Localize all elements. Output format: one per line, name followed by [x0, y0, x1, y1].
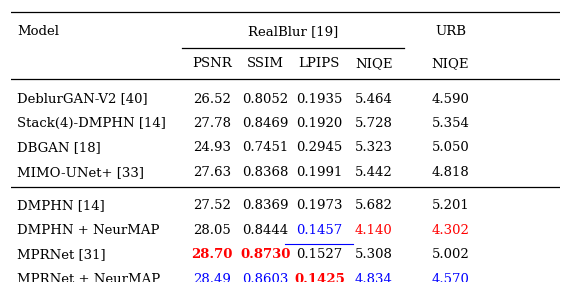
- Text: 4.140: 4.140: [355, 224, 393, 237]
- Text: DeblurGAN-V2 [40]: DeblurGAN-V2 [40]: [17, 92, 147, 105]
- Text: 0.7451: 0.7451: [242, 141, 289, 154]
- Text: LPIPS: LPIPS: [299, 57, 340, 70]
- Text: 0.1425: 0.1425: [294, 273, 345, 282]
- Text: 5.682: 5.682: [355, 199, 393, 212]
- Text: 4.818: 4.818: [432, 166, 469, 179]
- Text: 27.52: 27.52: [193, 199, 231, 212]
- Text: 0.8444: 0.8444: [242, 224, 289, 237]
- Text: 5.201: 5.201: [432, 199, 469, 212]
- Text: DMPHN + NeurMAP: DMPHN + NeurMAP: [17, 224, 159, 237]
- Text: URB: URB: [435, 25, 466, 38]
- Text: NIQE: NIQE: [355, 57, 392, 70]
- Text: 0.1973: 0.1973: [296, 199, 342, 212]
- Text: DMPHN [14]: DMPHN [14]: [17, 199, 105, 212]
- Text: NIQE: NIQE: [432, 57, 469, 70]
- Text: 28.05: 28.05: [193, 224, 230, 237]
- Text: 0.8469: 0.8469: [242, 117, 289, 130]
- Text: 0.8368: 0.8368: [242, 166, 289, 179]
- Text: 5.442: 5.442: [355, 166, 393, 179]
- Text: RealBlur [19]: RealBlur [19]: [247, 25, 338, 38]
- Text: Stack(4)-DMPHN [14]: Stack(4)-DMPHN [14]: [17, 117, 166, 130]
- Text: Model: Model: [17, 25, 59, 38]
- Text: 27.63: 27.63: [192, 166, 231, 179]
- Text: 5.464: 5.464: [355, 92, 393, 105]
- Text: 4.834: 4.834: [355, 273, 393, 282]
- Text: 27.78: 27.78: [192, 117, 231, 130]
- Text: 5.050: 5.050: [432, 141, 469, 154]
- Text: 0.8603: 0.8603: [242, 273, 289, 282]
- Text: 0.1935: 0.1935: [296, 92, 342, 105]
- Text: 28.49: 28.49: [193, 273, 231, 282]
- Text: MIMO-UNet+ [33]: MIMO-UNet+ [33]: [17, 166, 144, 179]
- Text: 0.1527: 0.1527: [296, 248, 342, 261]
- Text: 0.2945: 0.2945: [296, 141, 342, 154]
- Text: 26.52: 26.52: [193, 92, 231, 105]
- Text: SSIM: SSIM: [247, 57, 284, 70]
- Text: 28.70: 28.70: [191, 248, 233, 261]
- Text: 5.728: 5.728: [355, 117, 393, 130]
- Text: 24.93: 24.93: [192, 141, 231, 154]
- Text: PSNR: PSNR: [192, 57, 231, 70]
- Text: 4.590: 4.590: [432, 92, 469, 105]
- Text: 0.8730: 0.8730: [241, 248, 291, 261]
- Text: 0.1991: 0.1991: [296, 166, 342, 179]
- Text: 0.1457: 0.1457: [296, 224, 342, 237]
- Text: 5.002: 5.002: [432, 248, 469, 261]
- Text: 5.354: 5.354: [432, 117, 469, 130]
- Text: 4.302: 4.302: [432, 224, 469, 237]
- Text: DBGAN [18]: DBGAN [18]: [17, 141, 101, 154]
- Text: 0.8369: 0.8369: [242, 199, 289, 212]
- Text: MPRNet [31]: MPRNet [31]: [17, 248, 105, 261]
- Text: MPRNet + NeurMAP: MPRNet + NeurMAP: [17, 273, 160, 282]
- Text: 5.308: 5.308: [355, 248, 393, 261]
- Text: 0.1920: 0.1920: [296, 117, 342, 130]
- Text: 4.570: 4.570: [432, 273, 469, 282]
- Text: 0.8052: 0.8052: [242, 92, 289, 105]
- Text: 5.323: 5.323: [355, 141, 393, 154]
